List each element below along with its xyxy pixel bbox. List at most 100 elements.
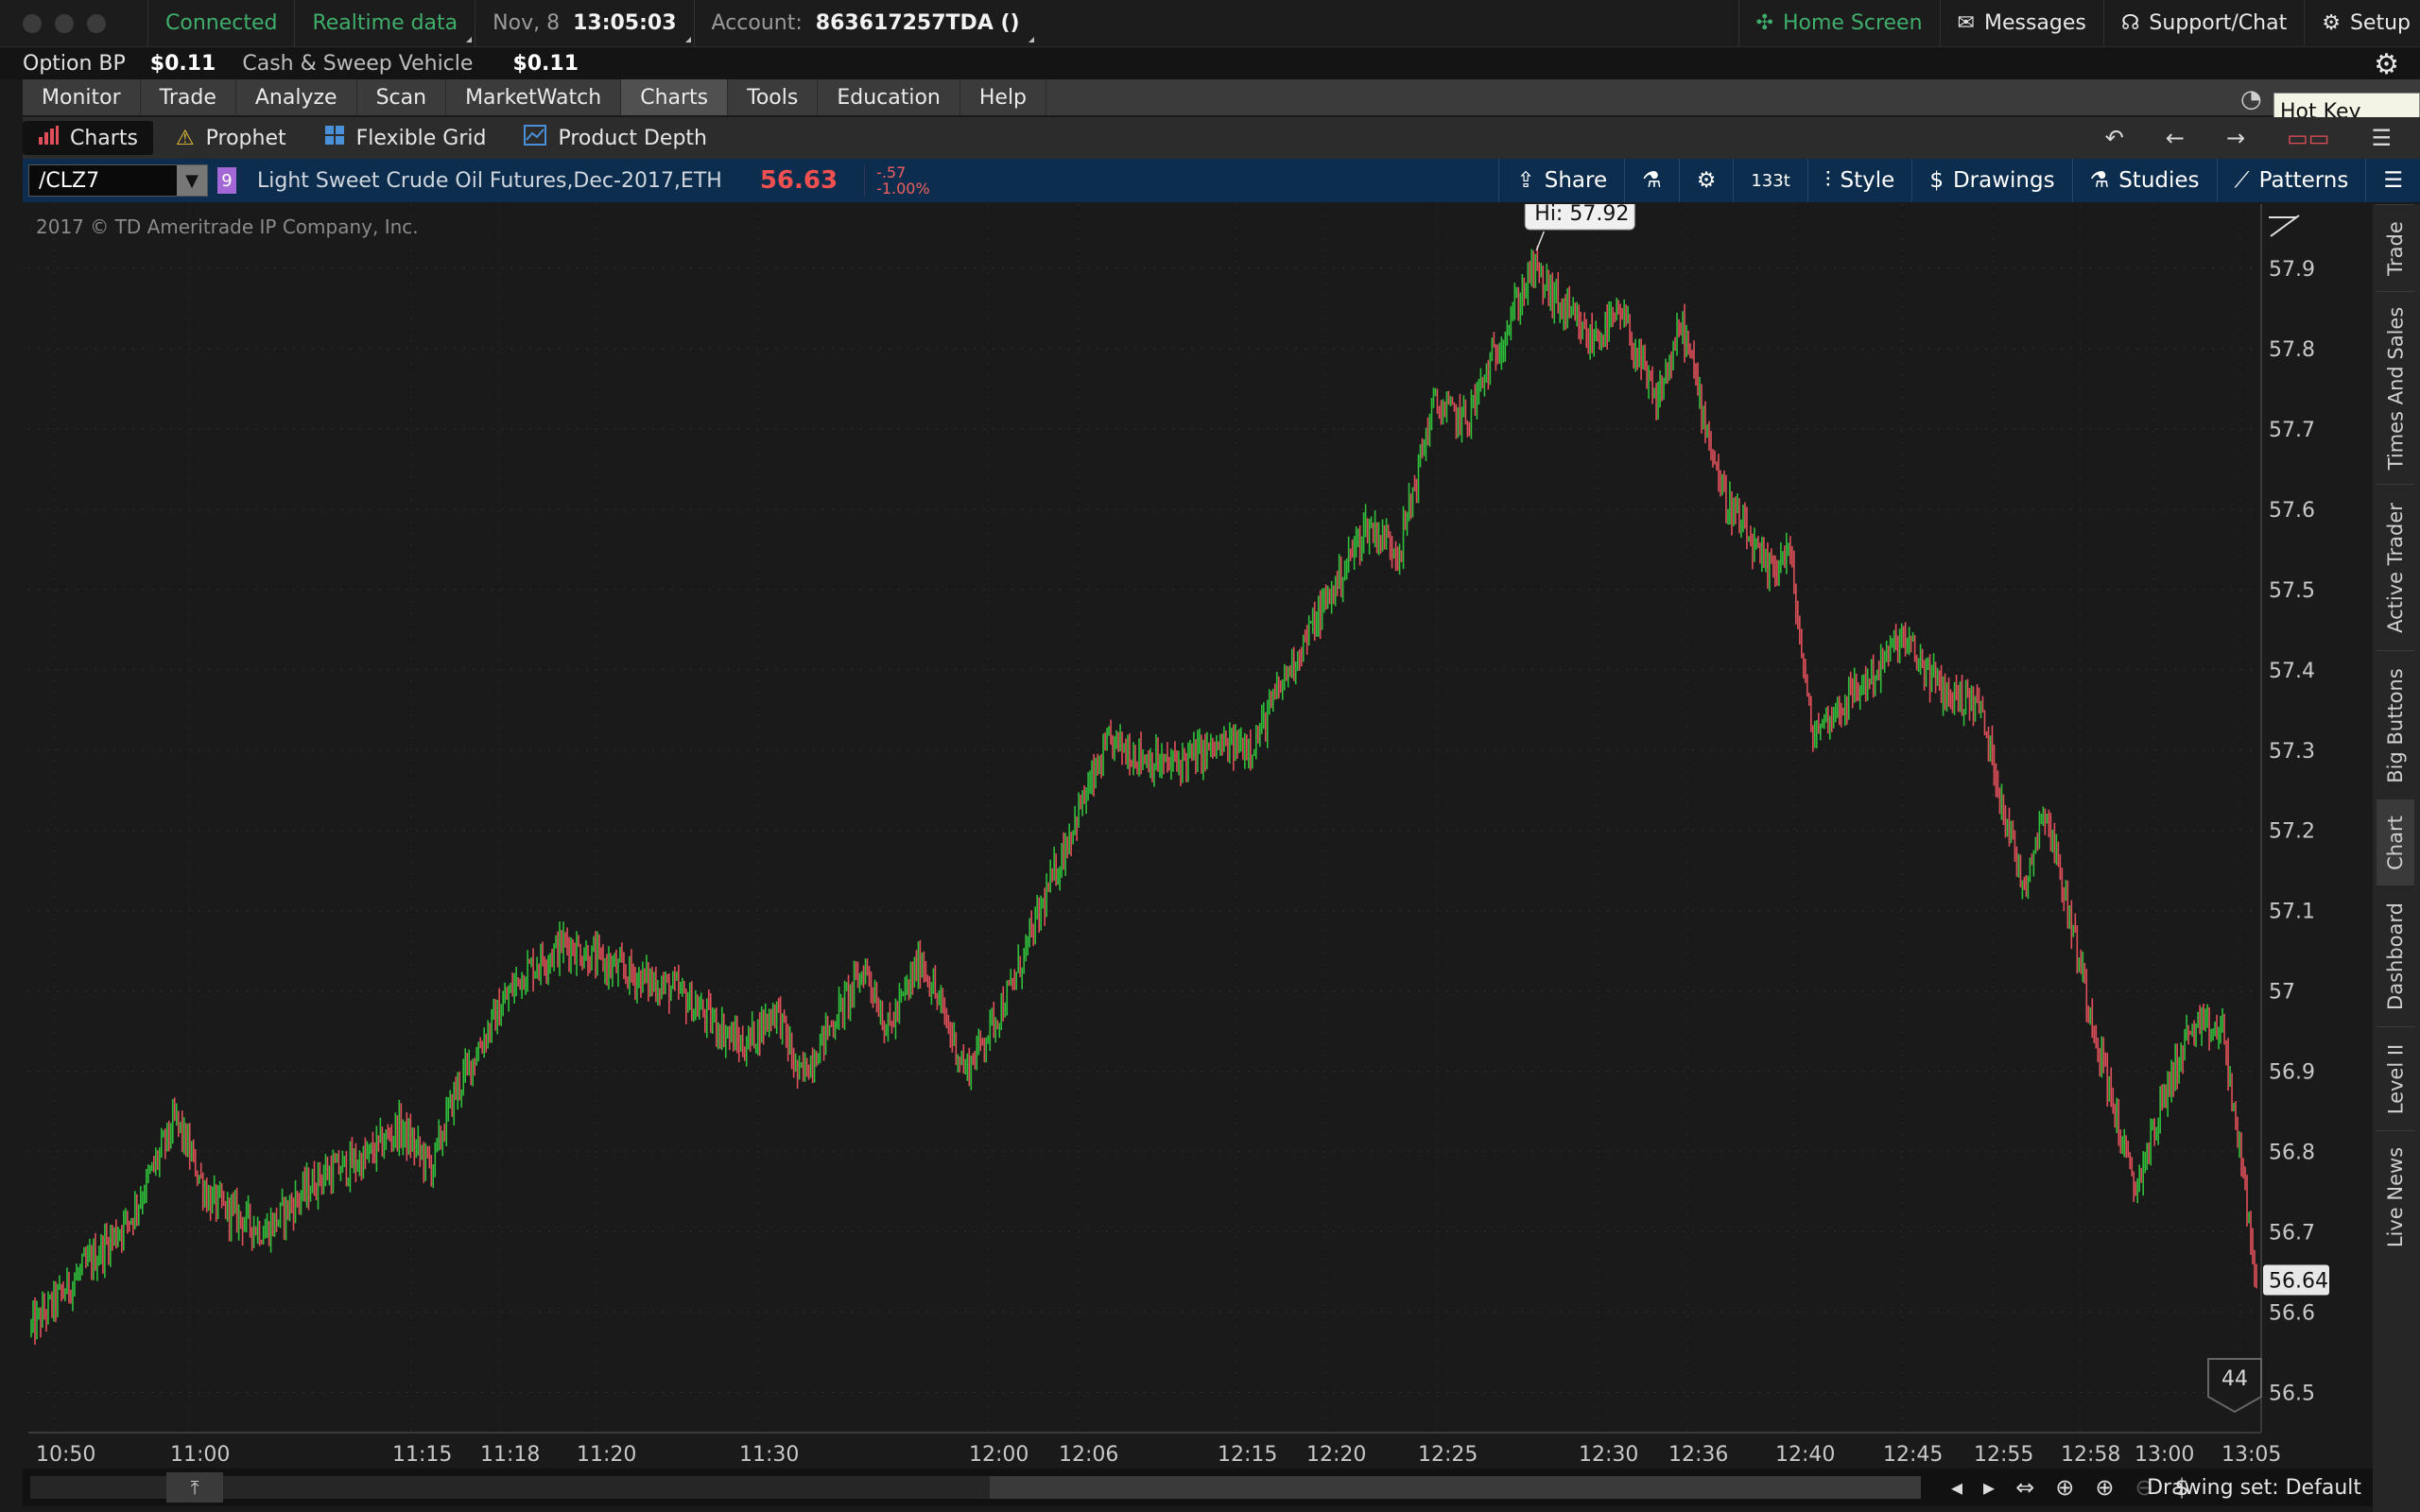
flask-button[interactable]: ⚗ — [1624, 159, 1679, 202]
share-button[interactable]: ⇪ Share — [1498, 159, 1624, 202]
gear-icon[interactable]: ⚙ — [2374, 48, 2399, 81]
menu-education[interactable]: Education — [818, 79, 960, 115]
y-tick-label: 57.2 — [2269, 820, 2315, 844]
chevron-down-icon[interactable]: ▼ — [177, 165, 207, 196]
tab-flexible-grid[interactable]: Flexible Grid — [309, 121, 502, 155]
data-mode-selector[interactable]: Realtime data — [294, 0, 475, 46]
side-tab-chart[interactable]: Chart — [2377, 799, 2414, 885]
studies-button[interactable]: ⚗ Studies — [2071, 159, 2217, 202]
x-tick-label: 12:15 — [1218, 1443, 1277, 1467]
option-bp-value: $0.11 — [149, 51, 216, 76]
side-tab-live-news[interactable]: Live News — [2377, 1130, 2414, 1263]
close-window-button[interactable] — [23, 13, 42, 33]
share-label: Share — [1544, 168, 1608, 193]
side-tab-label: Times And Sales — [2384, 306, 2407, 471]
x-tick-label: 11:30 — [739, 1443, 799, 1467]
tab-prophet[interactable]: ⚠ Prophet — [161, 121, 302, 155]
menu-charts[interactable]: Charts — [621, 79, 729, 115]
menu-help[interactable]: Help — [960, 79, 1047, 115]
dropdown-corner-icon — [1028, 37, 1034, 43]
drawing-dollar-icon[interactable]: $ — [2174, 1474, 2189, 1501]
messages-button[interactable]: ✉ Messages — [1939, 0, 2103, 46]
menu-marketwatch[interactable]: MarketWatch — [446, 79, 622, 115]
forward-arrow-icon[interactable]: → — [2226, 125, 2246, 151]
x-tick-label: 12:25 — [1418, 1443, 1478, 1467]
drawings-label: Drawings — [1952, 168, 2055, 193]
status-bar: Connected Realtime data Nov, 8 13:05:03 … — [0, 0, 2420, 47]
menu-list-icon[interactable]: ☰ — [2371, 125, 2392, 151]
account-selector[interactable]: Account: 863617257TDA () — [693, 0, 1037, 46]
percent-change: -1.00% — [876, 180, 930, 198]
datetime-display[interactable]: Nov, 8 13:05:03 — [475, 0, 693, 46]
setup-button[interactable]: ⚙ Setup — [2304, 0, 2420, 46]
support-chat-button[interactable]: ☊ Support/Chat — [2102, 0, 2304, 46]
balance-row: Option BP $0.11 Cash & Sweep Vehicle $0.… — [0, 47, 2420, 81]
y-tick-label: 56.9 — [2269, 1061, 2315, 1085]
layout-icon[interactable]: ▭▭ — [2287, 125, 2330, 151]
link-group-badge[interactable]: 9 — [217, 167, 236, 194]
price-chart-svg[interactable]: 56.5 56.6 56.7 56.8 56.9 57 57.1 57.2 57.3 57.4 57… — [28, 204, 2371, 1467]
high-marker-box — [1524, 204, 1635, 231]
setup-label: Setup — [2349, 11, 2411, 35]
menu-scan[interactable]: Scan — [357, 79, 447, 115]
side-tab-label: Big Buttons — [2384, 668, 2407, 783]
messages-label: Messages — [1983, 11, 2086, 35]
zoom-in-icon[interactable]: ⊕ — [2095, 1474, 2115, 1501]
data-mode-label: Realtime data — [312, 11, 458, 35]
symbol-input[interactable]: /CLZ7 ▼ — [28, 164, 208, 197]
chart-menu-button[interactable]: ☰ — [2365, 159, 2420, 202]
menu-tools[interactable]: Tools — [728, 79, 819, 115]
side-tab-active-trader[interactable]: Active Trader — [2377, 484, 2414, 651]
chart-settings-button[interactable]: ⚙ — [1678, 159, 1734, 202]
bubble-count-label: 44 — [2221, 1367, 2248, 1391]
tab-product-depth[interactable]: Product Depth — [509, 121, 722, 155]
y-tick-label: 57.9 — [2269, 258, 2315, 282]
side-tab-level-ii[interactable]: Level II — [2377, 1026, 2414, 1131]
bar-chart-icon — [38, 126, 59, 150]
side-tab-times-and-sales[interactable]: Times And Sales — [2377, 291, 2414, 485]
expand-horizontal-icon[interactable]: ⇔ — [2015, 1474, 2035, 1501]
drawings-button[interactable]: $ Drawings — [1911, 159, 2071, 202]
side-tab-trade[interactable]: Trade — [2377, 204, 2414, 292]
zoom-out-icon[interactable]: ⊖ — [2135, 1474, 2154, 1501]
x-tick-label: 12:55 — [1974, 1443, 2033, 1467]
x-tick-label: 12:30 — [1579, 1443, 1638, 1467]
clock-icon[interactable]: ◔ — [2240, 85, 2262, 113]
scroll-left-icon[interactable]: ◂ — [1951, 1474, 1963, 1501]
side-tab-label: Dashboard — [2384, 902, 2407, 1010]
minimize-window-button[interactable] — [55, 13, 74, 33]
menu-monitor[interactable]: Monitor — [23, 79, 141, 115]
scroll-right-icon[interactable]: ▸ — [1983, 1474, 1996, 1501]
time-label: 13:05:03 — [573, 11, 677, 35]
window-controls — [0, 13, 147, 33]
scroll-home-button[interactable]: ⤒ — [166, 1472, 223, 1503]
y-tick-label: 56.6 — [2269, 1302, 2315, 1326]
home-screen-label: Home Screen — [1782, 11, 1923, 35]
maximize-window-button[interactable] — [87, 13, 106, 33]
back-arrow-icon[interactable]: ← — [2165, 125, 2186, 151]
x-tick-label: 13:00 — [2135, 1443, 2194, 1467]
home-screen-button[interactable]: ✣ Home Screen — [1737, 0, 1940, 46]
patterns-button[interactable]: ⟋ Patterns — [2216, 159, 2366, 202]
option-bp-label: Option BP — [23, 51, 126, 76]
menu-trade[interactable]: Trade — [141, 79, 236, 115]
crosshair-icon[interactable]: ⊕ — [2055, 1474, 2075, 1501]
style-label: Style — [1840, 168, 1895, 193]
aggregation-button[interactable]: 133t — [1733, 159, 1806, 202]
headset-icon: ☊ — [2120, 11, 2140, 35]
envelope-icon: ✉ — [1957, 11, 1975, 35]
x-tick-label: 11:15 — [392, 1443, 452, 1467]
menu-analyze[interactable]: Analyze — [236, 79, 357, 115]
price-chart[interactable]: 56.5 56.6 56.7 56.8 56.9 57 57.1 57.2 57.3 57.4 57… — [28, 204, 2371, 1467]
scrollbar-thumb[interactable] — [990, 1476, 1921, 1499]
support-chat-label: Support/Chat — [2149, 11, 2288, 35]
undo-icon[interactable]: ↶ — [2104, 125, 2124, 151]
side-tab-big-buttons[interactable]: Big Buttons — [2377, 650, 2414, 800]
sub-bar-nav: ↶ ← → ▭▭ ☰ — [2105, 117, 2420, 159]
tab-charts[interactable]: Charts — [23, 121, 153, 155]
chart-zoom-tools: ◂ ▸ ⇔ ⊕ ⊕ ⊖ $ — [1951, 1469, 2189, 1506]
y-tick-label: 56.8 — [2269, 1142, 2315, 1165]
style-button[interactable]: ⫶ Style — [1806, 159, 1912, 202]
drawing-set-selector[interactable]: Drawing set: Default — [2147, 1469, 2361, 1506]
side-tab-dashboard[interactable]: Dashboard — [2377, 885, 2414, 1027]
